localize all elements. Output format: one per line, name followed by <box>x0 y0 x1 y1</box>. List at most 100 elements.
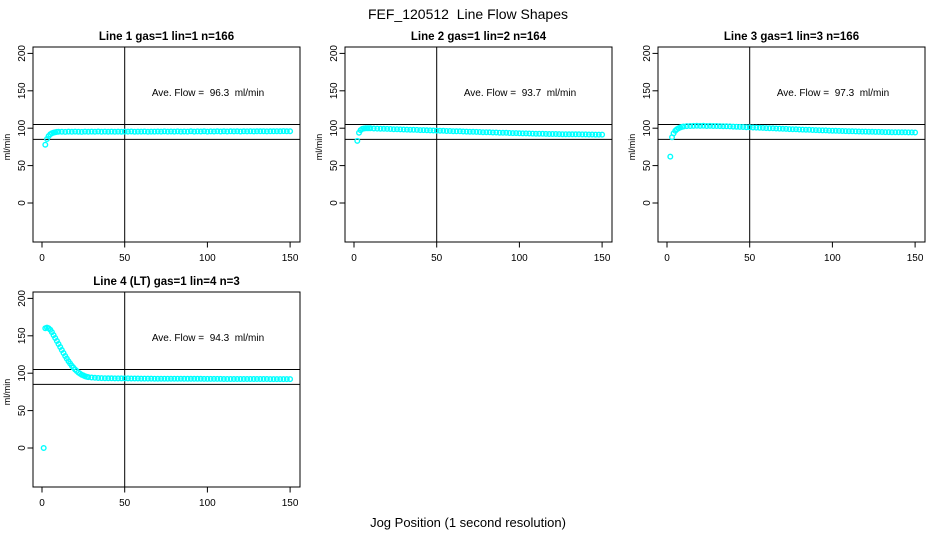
data-point <box>859 128 866 135</box>
data-point <box>710 122 717 129</box>
data-point <box>374 125 381 132</box>
data-point <box>42 141 49 148</box>
data-point <box>115 128 122 135</box>
data-point <box>526 130 533 137</box>
data-point <box>263 375 270 382</box>
data-point <box>599 131 606 138</box>
data-point <box>68 128 75 135</box>
data-point <box>131 128 138 135</box>
data-point <box>582 131 589 138</box>
data-point <box>436 127 443 134</box>
x-axis-label: Jog Position (1 second resolution) <box>370 515 566 530</box>
x-tick-label: 150 <box>907 253 924 264</box>
data-point <box>667 153 674 160</box>
plot-box <box>344 46 613 243</box>
data-point <box>101 128 108 135</box>
y-axis-label: ml/min <box>2 134 12 161</box>
plot-box <box>32 291 301 488</box>
data-point <box>171 375 178 382</box>
data-point <box>460 128 467 135</box>
data-point <box>257 128 264 135</box>
data-point <box>240 375 247 382</box>
y-tick-label: 0 <box>329 200 340 206</box>
y-tick-label: 50 <box>642 160 653 172</box>
data-point <box>806 126 813 133</box>
data-point <box>197 375 204 382</box>
data-point <box>393 126 400 133</box>
data-point <box>174 375 181 382</box>
data-point <box>40 444 47 451</box>
data-point <box>88 374 95 381</box>
data-point <box>247 128 254 135</box>
data-point <box>85 128 92 135</box>
data-point <box>743 124 750 131</box>
data-point <box>204 128 211 135</box>
y-tick-label: 200 <box>642 45 653 62</box>
data-point <box>559 131 566 138</box>
data-point <box>595 131 602 138</box>
plot-box <box>32 46 301 243</box>
data-point <box>194 128 201 135</box>
panel-plot-svg: Line 4 (LT) gas=1 lin=4 n=3 0 50 100 150 200 0… <box>2 276 301 509</box>
data-point <box>138 375 145 382</box>
data-point <box>277 376 284 383</box>
data-point <box>387 125 394 132</box>
ave-flow-label: Ave. Flow = 94.3 ml/min <box>152 333 264 344</box>
data-point <box>167 375 174 382</box>
data-point <box>912 129 919 136</box>
data-point <box>792 126 799 133</box>
data-point <box>224 375 231 382</box>
data-point <box>697 122 704 129</box>
data-point <box>111 128 118 135</box>
data-point <box>184 128 191 135</box>
data-point <box>138 128 145 135</box>
x-tick-label: 100 <box>199 253 216 264</box>
data-point <box>869 128 876 135</box>
data-point <box>852 128 859 135</box>
data-point <box>234 375 241 382</box>
data-point <box>204 375 211 382</box>
y-tick-label: 150 <box>17 82 28 99</box>
data-point <box>723 123 730 130</box>
data-point <box>683 123 690 130</box>
data-point <box>194 375 201 382</box>
data-point <box>201 128 208 135</box>
data-point <box>443 127 450 134</box>
data-point <box>187 375 194 382</box>
data-point <box>177 375 184 382</box>
data-point <box>108 375 115 382</box>
panel-title: Line 3 gas=1 lin=3 n=166 <box>724 31 859 43</box>
x-tick-label: 50 <box>119 498 131 509</box>
data-point <box>759 124 766 131</box>
data-point <box>58 128 65 135</box>
data-point <box>479 129 486 136</box>
data-point <box>569 131 576 138</box>
data-point <box>128 375 135 382</box>
data-point <box>55 128 62 135</box>
data-point <box>158 128 165 135</box>
data-point <box>384 125 391 132</box>
data-point <box>167 128 174 135</box>
data-point <box>736 123 743 130</box>
data-point <box>171 128 178 135</box>
y-tick-label: 0 <box>642 200 653 206</box>
data-point <box>270 376 277 383</box>
y-axis-label: ml/min <box>627 134 637 161</box>
y-tick-label: 200 <box>17 290 28 307</box>
flow-panel-4: Line 4 (LT) gas=1 lin=4 n=3 0 50 100 150 200 0… <box>0 270 312 515</box>
flow-panel-2: Line 2 gas=1 lin=2 n=164 0 50 100 150 200 0 50 1… <box>312 25 624 270</box>
data-point <box>111 375 118 382</box>
data-point <box>427 127 434 134</box>
data-point <box>134 128 141 135</box>
data-point <box>819 127 826 134</box>
data-point <box>197 128 204 135</box>
data-point <box>141 128 148 135</box>
data-point <box>207 375 214 382</box>
data-point <box>244 128 251 135</box>
data-point <box>287 128 294 135</box>
x-tick-label: 50 <box>431 253 443 264</box>
data-point <box>220 375 227 382</box>
data-point <box>283 128 290 135</box>
data-point <box>749 124 756 131</box>
data-point <box>247 375 254 382</box>
